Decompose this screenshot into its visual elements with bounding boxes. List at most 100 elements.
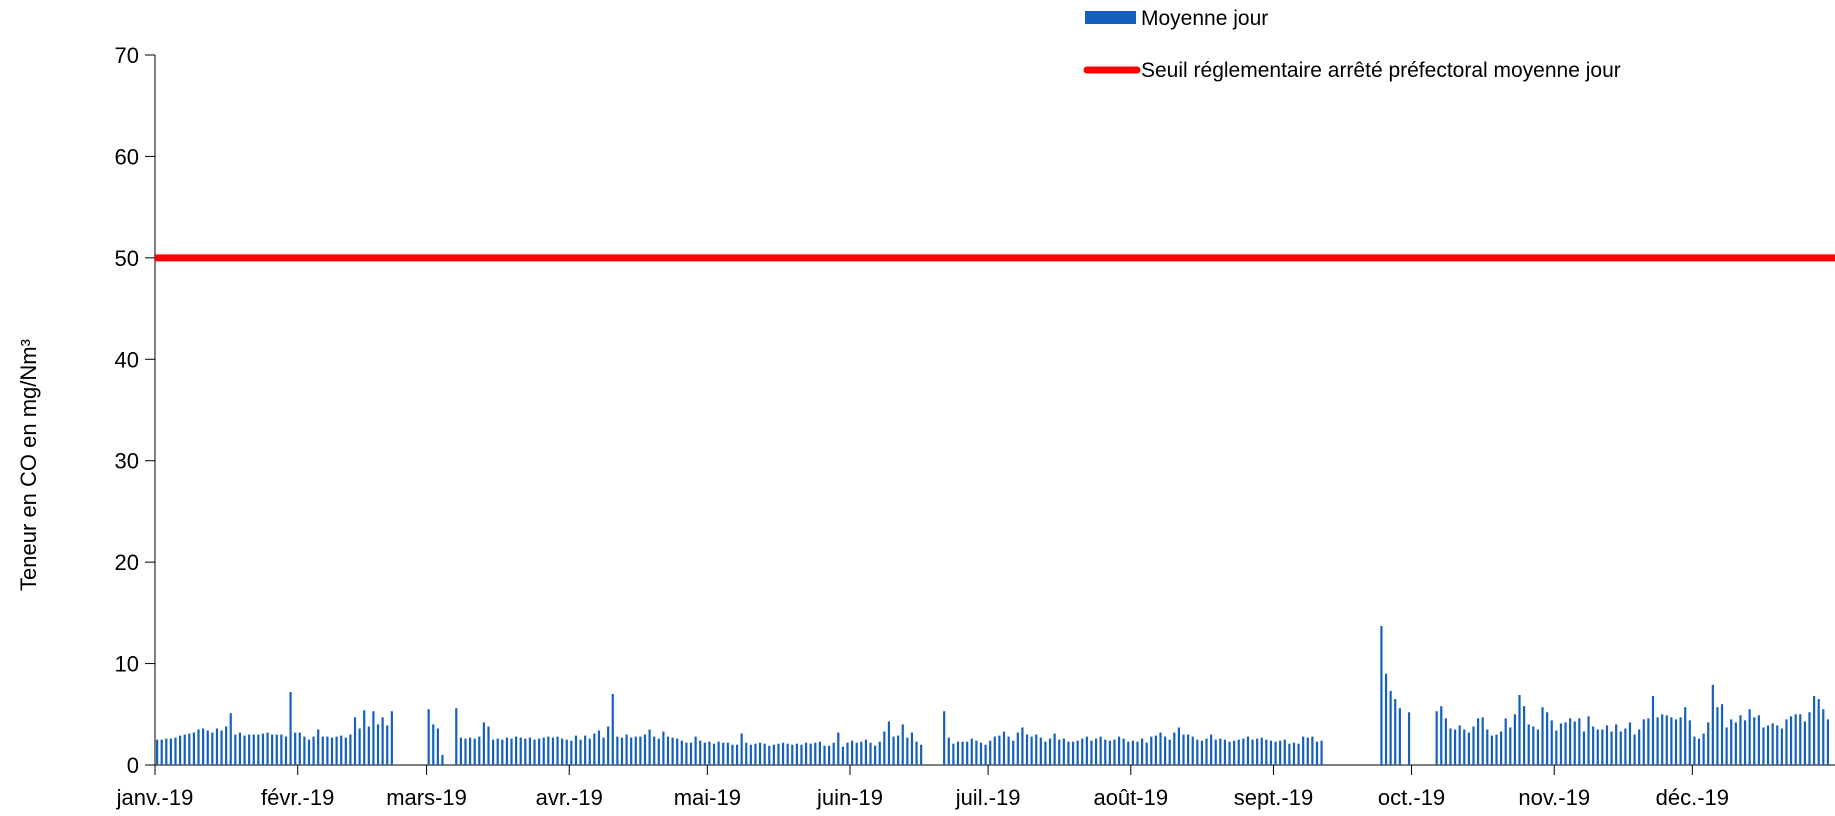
y-tick-label: 50 [115, 246, 139, 271]
y-tick-label: 30 [115, 449, 139, 474]
daily-average-bar [1256, 738, 1259, 765]
daily-average-bar [708, 741, 711, 765]
daily-average-bar [1196, 739, 1199, 765]
y-tick-label: 60 [115, 144, 139, 169]
daily-average-bar [1394, 699, 1397, 765]
daily-average-bar [726, 742, 729, 765]
daily-average-bar [1002, 731, 1006, 765]
daily-average-bar [1679, 717, 1682, 765]
daily-average-bar [906, 737, 909, 765]
daily-average-bar [1219, 738, 1222, 765]
daily-average-bar [1720, 704, 1724, 765]
daily-average-bar [832, 742, 835, 765]
legend-label-threshold: Seuil réglementaire arrêté préfectoral m… [1141, 59, 1621, 82]
daily-average-bar [1315, 741, 1319, 765]
daily-average-bar [781, 742, 785, 765]
daily-average-bar [565, 739, 568, 765]
daily-average-bar [920, 744, 923, 765]
daily-average-bar [1191, 736, 1194, 765]
daily-average-bar [993, 736, 996, 765]
daily-average-bar [225, 726, 228, 765]
daily-average-bar [607, 726, 610, 765]
daily-average-bar [390, 711, 393, 765]
daily-average-bar [1697, 738, 1701, 765]
daily-average-bar [1817, 699, 1820, 765]
daily-average-bar [1127, 741, 1130, 765]
daily-average-bar [202, 728, 205, 765]
daily-average-bar [1223, 739, 1227, 765]
daily-average-bar [966, 741, 969, 765]
daily-average-bar [1587, 716, 1590, 765]
daily-average-bar [1665, 715, 1668, 765]
daily-average-bar [855, 742, 858, 765]
daily-average-bar [818, 741, 821, 765]
daily-average-bar [501, 739, 504, 765]
daily-average-bar [441, 754, 444, 765]
daily-average-bar [1453, 729, 1457, 765]
daily-average-bar [321, 736, 324, 765]
daily-average-bar [1467, 732, 1470, 765]
legend-swatch-daily-average [1085, 11, 1136, 24]
daily-average-bar [749, 744, 752, 765]
daily-average-bar [556, 736, 559, 765]
daily-average-bar [252, 734, 255, 765]
daily-average-bar [1578, 718, 1581, 765]
daily-average-bar [1214, 739, 1217, 765]
x-tick-label: juil.-19 [955, 785, 1021, 810]
daily-average-bar [478, 736, 481, 765]
daily-average-bar [1771, 723, 1774, 765]
daily-average-bar [1016, 732, 1019, 765]
daily-average-bar [510, 738, 513, 765]
daily-average-bar [1624, 728, 1627, 765]
daily-average-bar [1523, 706, 1526, 765]
daily-average-bar [1490, 735, 1493, 765]
daily-average-bar [165, 738, 168, 765]
daily-average-bar [188, 733, 191, 765]
daily-average-bar [340, 735, 343, 765]
daily-average-bar [717, 741, 720, 765]
legend: Moyenne jour Seuil réglementaire arrêté … [1083, 7, 1621, 82]
daily-average-bar [1306, 737, 1309, 765]
daily-average-bar [1288, 743, 1291, 765]
daily-average-bar [804, 742, 808, 765]
daily-average-bar [156, 739, 159, 765]
daily-average-bar [303, 736, 306, 765]
daily-average-bar [1260, 737, 1263, 765]
daily-average-bar [979, 742, 983, 765]
daily-average-bar [653, 736, 656, 765]
daily-average-bar [1140, 738, 1144, 765]
daily-average-bar [1007, 736, 1010, 765]
daily-average-bar [1518, 695, 1521, 765]
daily-average-bar [1071, 741, 1075, 765]
daily-average-bar [1205, 738, 1208, 765]
daily-average-bar [459, 737, 462, 765]
daily-average-bar [381, 717, 384, 765]
daily-average-bar [160, 739, 163, 765]
daily-average-bar [851, 740, 854, 765]
daily-average-bar [1242, 738, 1245, 765]
x-tick-label: nov.-19 [1518, 785, 1590, 810]
daily-average-bar [915, 741, 918, 765]
daily-average-bar [754, 743, 757, 765]
daily-average-bar [731, 744, 734, 765]
daily-average-bar [464, 738, 467, 765]
daily-average-bar [837, 732, 840, 765]
daily-average-bar [860, 741, 863, 765]
daily-average-bar [998, 735, 1001, 765]
daily-average-bar [1693, 736, 1696, 765]
daily-average-bar [883, 731, 886, 765]
daily-average-bar [984, 744, 987, 765]
daily-average-bar [533, 739, 536, 765]
daily-average-bar [584, 735, 587, 765]
daily-average-bar [1476, 718, 1480, 765]
daily-average-bar [616, 736, 619, 765]
daily-average-bar [846, 742, 849, 765]
daily-average-bar [561, 738, 564, 765]
daily-average-bar [261, 733, 265, 765]
daily-average-bar [1035, 734, 1038, 765]
daily-average-bar [1716, 707, 1719, 765]
daily-average-bar [864, 739, 868, 765]
daily-average-bar [1283, 739, 1286, 765]
daily-average-bar [1605, 725, 1609, 765]
daily-average-bar [386, 725, 389, 765]
